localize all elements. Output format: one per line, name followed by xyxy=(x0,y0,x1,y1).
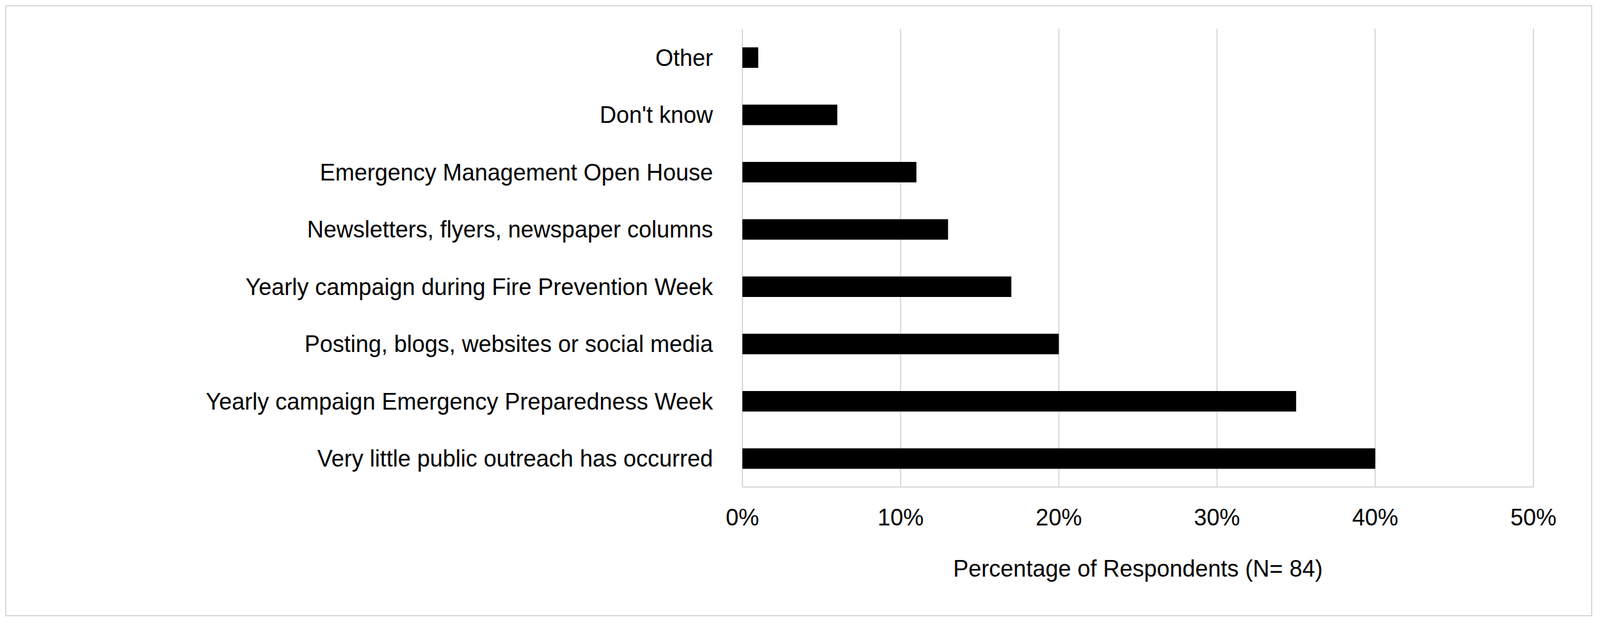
svg-text:Posting, blogs, websites or so: Posting, blogs, websites or social media xyxy=(304,330,714,358)
svg-text:Yearly campaign during Fire Pr: Yearly campaign during Fire Prevention W… xyxy=(245,273,714,301)
svg-text:20%: 20% xyxy=(1035,504,1082,531)
svg-text:Don't know: Don't know xyxy=(599,101,714,128)
svg-text:0%: 0% xyxy=(725,504,760,531)
svg-text:40%: 40% xyxy=(1352,504,1399,531)
svg-text:Percentage of Respondents (N=: Percentage of Respondents (N= 84) xyxy=(952,555,1323,582)
svg-text:Newsletters, flyers, newspaper: Newsletters, flyers, newspaper columns xyxy=(307,216,713,243)
svg-text:50%: 50% xyxy=(1510,504,1557,531)
svg-text:Yearly campaign Emergency Prep: Yearly campaign Emergency Preparedness W… xyxy=(206,388,714,415)
svg-text:Very little public outreach ha: Very little public outreach has occurred xyxy=(317,445,713,472)
svg-text:Emergency Management Open Hous: Emergency Management Open House xyxy=(320,159,713,186)
svg-text:30%: 30% xyxy=(1194,504,1241,531)
svg-text:10%: 10% xyxy=(877,504,924,531)
svg-text:Other: Other xyxy=(655,44,713,72)
